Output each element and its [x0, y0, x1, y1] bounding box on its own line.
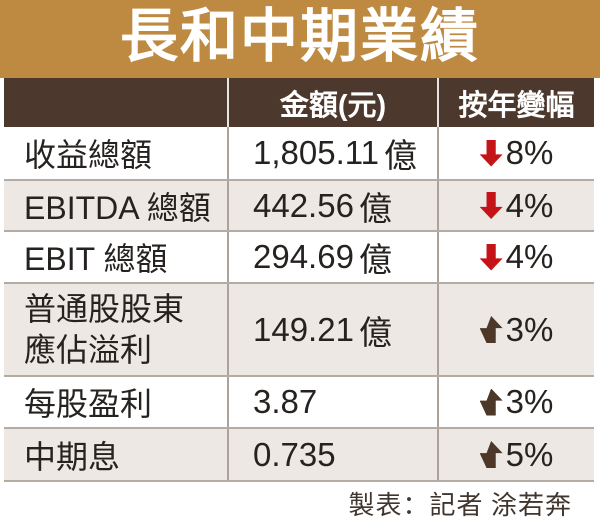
down-arrow-icon	[479, 139, 503, 167]
up-arrow-icon	[479, 316, 503, 343]
title-band: 長和中期業績	[0, 0, 600, 78]
table-header-row: 金額(元) 按年變幅	[4, 78, 594, 127]
row-change: 4%	[437, 181, 594, 230]
amount-unit: 億	[358, 313, 392, 351]
row-amount: 0.735	[227, 429, 437, 480]
credit-text: 製表：記者 涂若奔	[348, 491, 572, 520]
row-label: 收益總額	[24, 137, 153, 173]
amount-value: 442.56	[253, 186, 354, 224]
change-value: 5%	[505, 435, 554, 473]
row-amount: 1,805.11 億	[227, 127, 437, 179]
change-value: 3%	[505, 310, 554, 348]
table-row: EBITDA 總額 442.56 億 4%	[4, 181, 594, 232]
credit-line: 製表：記者 涂若奔	[0, 482, 600, 525]
change-value: 4%	[505, 238, 554, 275]
change-value: 8%	[505, 134, 554, 171]
row-label: 中期息	[24, 438, 121, 475]
table-row: 收益總額 1,805.11 億 8%	[4, 127, 594, 181]
row-change: 5%	[437, 429, 594, 480]
down-arrow-icon	[479, 192, 503, 219]
page-title: 長和中期業績	[119, 4, 480, 69]
amount-value: 149.21	[253, 310, 354, 348]
row-change: 8%	[437, 127, 594, 179]
results-table: 金額(元) 按年變幅 收益總額 1,805.11 億 8% EBITDA 總額 4…	[4, 78, 594, 482]
row-label-line1: 普通股股東	[24, 290, 185, 327]
row-amount: 3.87	[227, 377, 437, 427]
up-arrow-icon	[479, 388, 503, 416]
amount-value: 294.69	[253, 238, 354, 275]
row-label: 普通股股東 應佔溢利	[4, 284, 227, 375]
amount-value: 0.735	[253, 435, 336, 473]
change-value: 4%	[505, 186, 554, 224]
row-label: EBITDA 總額	[24, 189, 211, 226]
row-change: 3%	[437, 377, 594, 427]
table-row: 普通股股東 應佔溢利 149.21 億 3%	[4, 284, 594, 377]
row-amount: 294.69 億	[227, 232, 437, 282]
amount-value: 3.87	[253, 383, 318, 420]
row-label-line2: 應佔溢利	[24, 331, 153, 368]
row-label: EBIT 總額	[24, 241, 168, 277]
header-yoy-change: 按年變幅	[437, 78, 594, 127]
change-value: 3%	[505, 383, 554, 420]
down-arrow-icon	[479, 243, 503, 271]
amount-unit: 億	[384, 137, 418, 174]
table-row: 中期息 0.735 5%	[4, 429, 594, 482]
header-blank-cell	[4, 78, 227, 127]
table-row: 每股盈利 3.87 3%	[4, 377, 594, 429]
row-change: 4%	[437, 232, 594, 282]
row-amount: 149.21 億	[227, 284, 437, 375]
table-row: EBIT 總額 294.69 億 4%	[4, 232, 594, 284]
header-amount: 金額(元)	[227, 78, 437, 127]
amount-unit: 億	[358, 241, 392, 278]
row-label: 每股盈利	[24, 386, 153, 422]
row-amount: 442.56 億	[227, 181, 437, 230]
amount-value: 1,805.11	[253, 134, 380, 171]
up-arrow-icon	[479, 441, 503, 468]
amount-unit: 億	[358, 189, 392, 227]
row-change: 3%	[437, 284, 594, 375]
